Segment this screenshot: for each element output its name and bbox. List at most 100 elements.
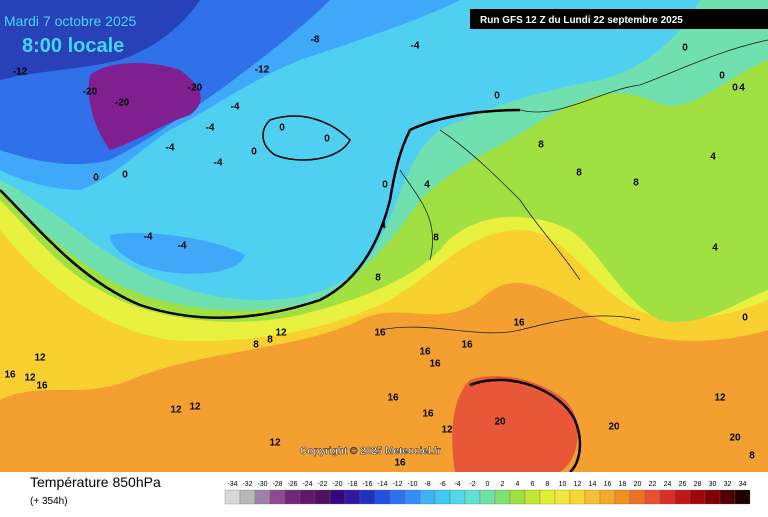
scale-swatch	[689, 489, 706, 505]
scale-swatch	[554, 489, 571, 505]
scale-swatch	[374, 489, 391, 505]
contour-label: 16	[513, 318, 525, 329]
scale-swatch	[329, 489, 346, 505]
contour-label: 8	[538, 140, 544, 151]
scale-swatch	[254, 489, 271, 505]
scale-swatch	[239, 489, 256, 505]
scale-label: 16	[604, 481, 612, 488]
scale-swatch	[449, 489, 466, 505]
scale-label: 6	[531, 481, 535, 488]
scale-swatch	[419, 489, 436, 505]
scale-swatch	[389, 489, 406, 505]
contour-label: 12	[441, 425, 453, 436]
contour-label: 0	[732, 83, 738, 94]
scale-label: 34	[739, 481, 747, 488]
contour-label: 8	[433, 233, 439, 244]
scale-label: 14	[589, 481, 597, 488]
contour-label: 0	[719, 71, 725, 82]
contour-label: 16	[374, 328, 386, 339]
scale-label: -24	[302, 481, 312, 488]
scale-label: -30	[257, 481, 267, 488]
scale-label: 18	[619, 481, 627, 488]
coastlines	[379, 39, 768, 334]
scale-swatch	[599, 489, 616, 505]
scale-swatch	[464, 489, 481, 505]
contour-label: 0	[324, 134, 330, 145]
scale-swatch	[734, 489, 751, 505]
contour-label: -12	[255, 65, 270, 76]
isotherm-zero	[0, 108, 521, 319]
contour-label: 8	[576, 168, 582, 179]
scale-swatch	[704, 489, 721, 505]
time-label: 8:00 locale	[22, 35, 124, 57]
scale-label: 12	[574, 481, 582, 488]
field-red	[452, 376, 578, 472]
contour-label: 4	[712, 243, 718, 254]
contour-label: 8	[375, 273, 381, 284]
contour-label: 8	[633, 178, 639, 189]
contour-label: 4	[710, 152, 716, 163]
scale-label: -18	[347, 481, 357, 488]
scale-label: 32	[724, 481, 732, 488]
parameter-label: Température 850hPa	[30, 474, 161, 490]
contour-label: 12	[24, 373, 36, 384]
contour-label: -4	[178, 241, 187, 252]
field-dark-blue	[0, 0, 200, 80]
scale-label: -20	[332, 481, 342, 488]
scale-label: -26	[287, 481, 297, 488]
contour-label: 0	[494, 91, 500, 102]
contour-label: 12	[34, 353, 46, 364]
contour-label: -4	[206, 123, 215, 134]
contour-label: -8	[311, 35, 320, 46]
contour-label: 12	[170, 405, 182, 416]
contour-label: 0	[682, 43, 688, 54]
scale-swatch	[539, 489, 556, 505]
contour-label: 8	[253, 340, 259, 351]
scale-label: 20	[634, 481, 642, 488]
contour-label: 20	[494, 417, 506, 428]
scale-swatch	[569, 489, 586, 505]
scale-label: -12	[392, 481, 402, 488]
scale-label: -34	[227, 481, 237, 488]
field-cold-pool	[110, 232, 245, 274]
scale-label: 22	[649, 481, 657, 488]
scale-label: 24	[664, 481, 672, 488]
copyright: Copyright © 2025 Meteociel.fr	[300, 446, 441, 457]
contour-label: 0	[279, 123, 285, 134]
contour-label: 0	[382, 180, 388, 191]
contour-label: -20	[115, 98, 130, 109]
scale-label: -6	[439, 481, 445, 488]
scale-swatch	[434, 489, 451, 505]
run-label: Run GFS 12 Z du Lundi 22 septembre 2025	[480, 15, 683, 26]
contour-label: 8	[267, 335, 273, 346]
scale-swatch	[269, 489, 286, 505]
scale-swatch	[584, 489, 601, 505]
scale-label: -10	[407, 481, 417, 488]
scale-swatch	[299, 489, 316, 505]
contour-label: 12	[275, 328, 287, 339]
scale-label: 26	[679, 481, 687, 488]
contour-label: 16	[394, 458, 406, 469]
scale-label: -4	[454, 481, 460, 488]
contour-label: 0	[251, 147, 257, 158]
scale-swatch	[284, 489, 301, 505]
scale-swatch	[314, 489, 331, 505]
contour-label: -4	[166, 143, 175, 154]
iceland-outline	[262, 115, 351, 161]
contour-label: 12	[269, 438, 281, 449]
scale-label: 28	[694, 481, 702, 488]
scale-label: 10	[559, 481, 567, 488]
date-label: Mardi 7 octobre 2025	[4, 13, 137, 29]
run-box	[470, 9, 768, 29]
contour-label: 20	[608, 422, 620, 433]
scale-label: -28	[272, 481, 282, 488]
scale-label: -16	[362, 481, 372, 488]
scale-swatch	[674, 489, 691, 505]
contour-label: -4	[411, 41, 420, 52]
contour-label: 4	[424, 180, 430, 191]
contour-label: 0	[122, 170, 128, 181]
scale-swatch	[479, 489, 496, 505]
scale-swatch	[359, 489, 376, 505]
contour-label: 12	[189, 402, 201, 413]
